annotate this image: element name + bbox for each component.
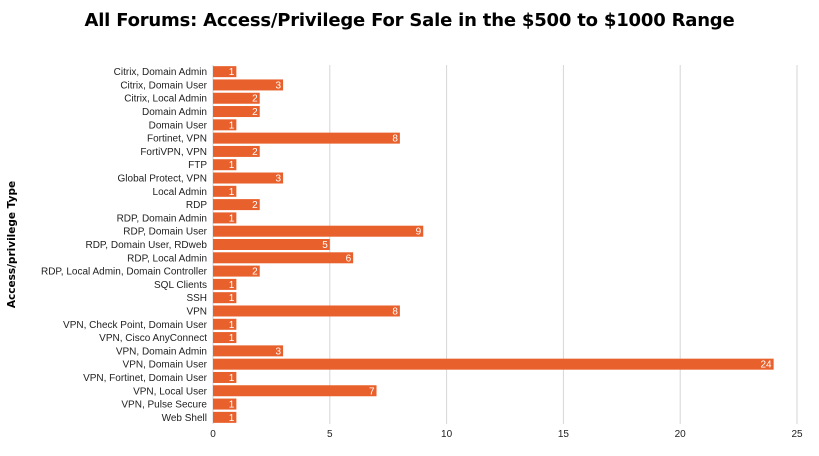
- bars: 1 3 2 2 1 8 2 1 3 1 2 1 9 5 6 2 1 1 8 1 1 3 24 1 7 1 1: [213, 66, 774, 424]
- category-label: RDP, Local Admin, Domain Controller: [41, 267, 208, 278]
- bar: [213, 385, 377, 397]
- bar-value-label: 8: [392, 306, 398, 317]
- x-tick-label: 25: [791, 429, 803, 440]
- bar-value-label: 1: [229, 120, 235, 131]
- category-labels: Citrix, Domain Admin Citrix, Domain User C…: [41, 67, 208, 424]
- bar: [213, 371, 237, 383]
- chart-title: All Forums: Access/Privilege For Sale in…: [84, 10, 735, 31]
- bar: [213, 212, 237, 224]
- y-axis-title: Access/privilege Type: [6, 181, 18, 308]
- bar-value-label: 1: [229, 160, 235, 171]
- bar-value-label: 1: [229, 187, 235, 198]
- x-tick-label: 0: [210, 429, 216, 440]
- bar: [213, 345, 284, 357]
- bar: [213, 132, 400, 144]
- bar: [213, 305, 400, 317]
- category-label: RDP: [186, 200, 207, 211]
- bar: [213, 332, 237, 344]
- x-tick-label: 5: [327, 429, 333, 440]
- bar: [213, 278, 237, 290]
- bar-value-label: 1: [229, 293, 235, 304]
- bar: [213, 292, 237, 304]
- bar: [213, 145, 260, 157]
- category-label: VPN, Cisco AnyConnect: [99, 333, 207, 344]
- bar-value-label: 6: [346, 253, 352, 264]
- category-label: Citrix, Domain User: [120, 80, 207, 91]
- bar-value-label: 3: [276, 174, 282, 185]
- bar-value-label: 1: [229, 400, 235, 411]
- bar-value-label: 3: [276, 80, 282, 91]
- bar: [213, 159, 237, 171]
- category-label: VPN, Fortinet, Domain User: [83, 373, 208, 384]
- bar-value-label: 2: [252, 200, 258, 211]
- bar: [213, 199, 260, 211]
- bar-value-label: 24: [761, 360, 773, 371]
- bar-value-label: 8: [392, 134, 398, 145]
- bar-value-label: 7: [369, 386, 375, 397]
- category-label: VPN, Local User: [133, 386, 208, 397]
- category-label: RDP, Local Admin: [127, 253, 207, 264]
- category-label: FTP: [188, 160, 207, 171]
- category-label: Fortinet, VPN: [147, 134, 207, 145]
- bar-value-label: 9: [416, 227, 422, 238]
- bar-value-label: 1: [229, 413, 235, 424]
- bar: [213, 358, 774, 370]
- category-label: Domain Admin: [142, 107, 207, 118]
- bar: [213, 318, 237, 330]
- category-label: RDP, Domain User, RDweb: [85, 240, 207, 251]
- category-label: Domain User: [149, 120, 208, 131]
- bar: [213, 119, 237, 131]
- bar: [213, 265, 260, 277]
- category-label: Local Admin: [153, 187, 207, 198]
- bar-value-label: 2: [252, 267, 258, 278]
- x-tick-label: 20: [675, 429, 687, 440]
- bar: [213, 185, 237, 197]
- category-label: FortiVPN, VPN: [140, 147, 207, 158]
- bar: [213, 92, 260, 104]
- bar-value-label: 2: [252, 94, 258, 105]
- bar: [213, 252, 354, 264]
- bar-value-label: 1: [229, 67, 235, 78]
- category-label: Citrix, Domain Admin: [114, 67, 207, 78]
- bar: [213, 172, 284, 184]
- bar-value-label: 5: [322, 240, 328, 251]
- category-label: Citrix, Local Admin: [124, 94, 207, 105]
- bar-value-label: 1: [229, 320, 235, 331]
- bar: [213, 79, 284, 91]
- bar: [213, 239, 330, 250]
- category-label: RDP, Domain User: [123, 227, 207, 238]
- category-label: Web Shell: [162, 413, 207, 424]
- bar-value-label: 2: [252, 107, 258, 118]
- bar-value-label: 3: [276, 346, 282, 357]
- bar: [213, 225, 424, 237]
- bar-value-label: 2: [252, 147, 258, 158]
- bar: [213, 66, 237, 78]
- bar: [213, 411, 237, 423]
- bar-value-label: 1: [229, 280, 235, 291]
- category-label: Global Protect, VPN: [118, 174, 207, 185]
- category-label: VPN: [186, 306, 207, 317]
- bar: [213, 398, 237, 410]
- bar-value-label: 1: [229, 213, 235, 224]
- bar: [213, 106, 260, 118]
- x-tick-labels: 0 5 10 15 20 25: [210, 429, 803, 440]
- category-label: VPN, Check Point, Domain User: [63, 320, 208, 331]
- category-label: VPN, Pulse Secure: [121, 400, 207, 411]
- category-label: VPN, Domain Admin: [116, 346, 207, 357]
- category-label: SQL Clients: [154, 280, 207, 291]
- bar-value-label: 1: [229, 373, 235, 384]
- category-label: SSH: [186, 293, 207, 304]
- bar-value-label: 1: [229, 333, 235, 344]
- category-label: RDP, Domain Admin: [117, 213, 207, 224]
- category-label: VPN, Domain User: [123, 360, 208, 371]
- x-tick-label: 10: [441, 429, 453, 440]
- x-tick-label: 15: [558, 429, 570, 440]
